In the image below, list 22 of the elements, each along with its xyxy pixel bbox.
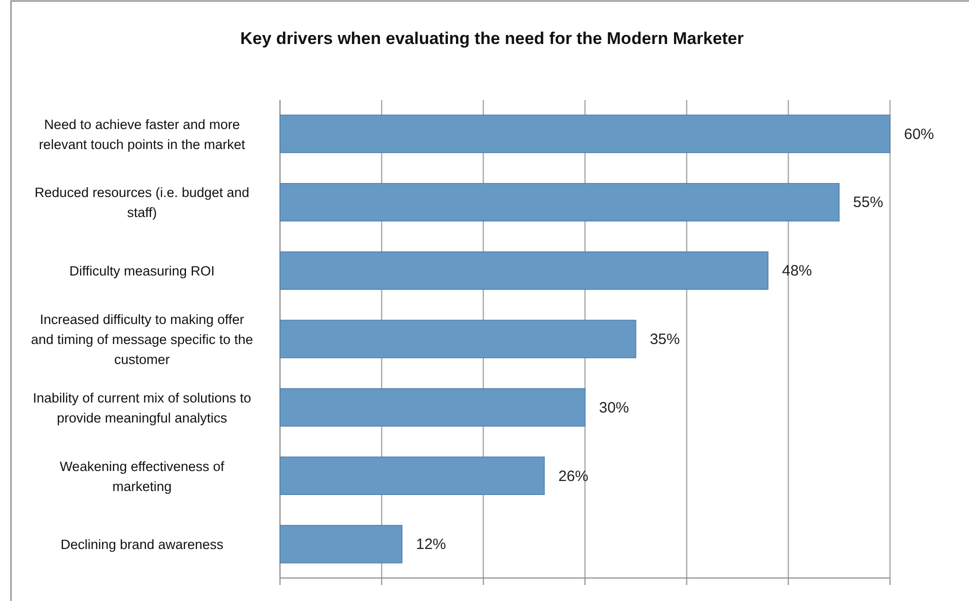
y-tick-label: Need to achieve faster and more relevant touch points in the market (38, 116, 246, 152)
y-tick-label: Declining brand awareness (60, 537, 224, 552)
bar (280, 524, 402, 564)
data-label: 35% (650, 331, 680, 348)
bar (280, 388, 586, 427)
chart-title: Key drivers when evaluating the need for the Modern Marketer (240, 29, 744, 48)
data-label: 30% (599, 399, 630, 416)
y-tick-label: Weakening effectiveness of marketing (60, 458, 225, 494)
bar (280, 114, 890, 154)
data-label: 12% (416, 536, 446, 554)
y-tick-label: Reduced resources (i.e. budget and staff) (34, 185, 250, 220)
bar (280, 320, 636, 358)
bar (280, 456, 545, 495)
y-tick-label: Increased difficulty to making offer and timing of message specific to the customer (30, 312, 254, 367)
data-label: 26% (558, 468, 588, 485)
y-tick-label: Inability of current mix of solutions to provide meaningful analytics (32, 390, 252, 426)
bar (280, 251, 768, 290)
data-label: 60% (904, 126, 934, 143)
bar (280, 183, 840, 222)
data-label: 55% (853, 194, 884, 212)
y-tick-label: Difficulty measuring ROI (69, 264, 215, 279)
data-label: 48% (782, 262, 812, 280)
